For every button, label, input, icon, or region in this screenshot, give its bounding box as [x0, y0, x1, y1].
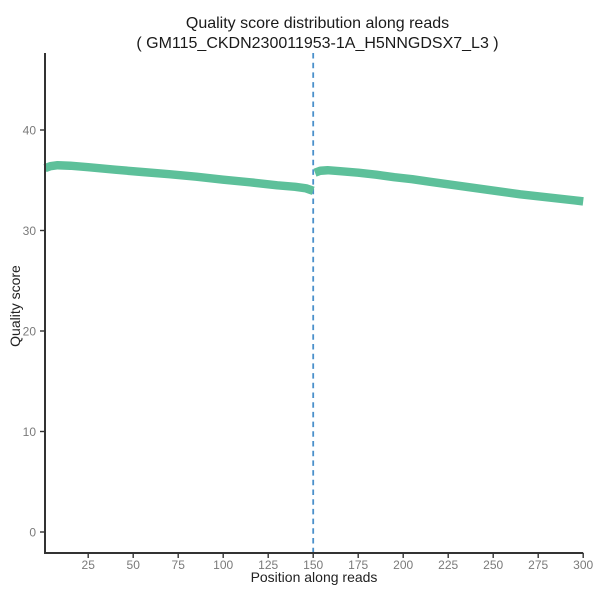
x-tick-label: 225 — [438, 558, 458, 572]
x-tick-label: 50 — [127, 558, 141, 572]
x-tick-label: 125 — [258, 558, 278, 572]
x-tick-label: 200 — [393, 558, 413, 572]
x-tick-label: 25 — [82, 558, 96, 572]
x-axis-label: Position along reads — [250, 569, 378, 585]
chart-title: Quality score distribution along reads — [185, 15, 450, 32]
x-tick-label: 300 — [573, 558, 593, 572]
y-tick-label: 0 — [29, 526, 36, 540]
read2-line — [313, 165, 584, 206]
x-tick-label: 175 — [348, 558, 368, 572]
y-tick-label: 30 — [23, 224, 37, 238]
chart-subtitle: ( GM115_CKDN230011953-1A_H5NNGDSX7_L3 ) — [136, 35, 499, 52]
x-tick-label: 250 — [483, 558, 503, 572]
x-tick-label: 275 — [528, 558, 548, 572]
x-tick-label: 150 — [303, 558, 323, 572]
y-tick-label: 40 — [23, 124, 37, 138]
y-tick-label: 10 — [23, 425, 37, 439]
x-tick-label: 75 — [172, 558, 186, 572]
read1-line — [43, 160, 315, 195]
x-tick-label: 100 — [213, 558, 233, 572]
y-tick-label: 20 — [23, 325, 37, 339]
